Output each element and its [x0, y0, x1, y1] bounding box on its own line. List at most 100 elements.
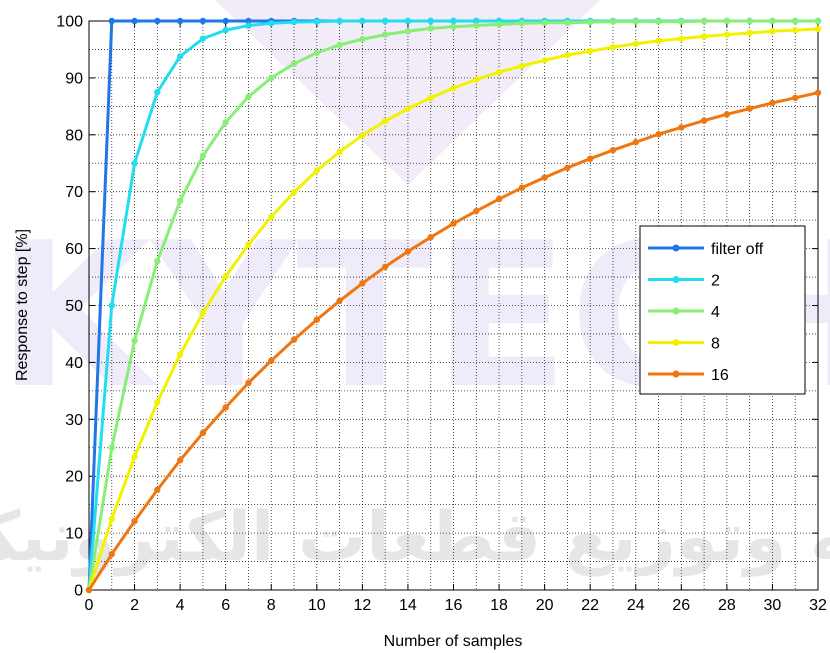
series-point: [199, 17, 207, 25]
series-point: [518, 62, 526, 70]
y-tick-label: 50: [65, 298, 83, 315]
series-point: [450, 17, 457, 25]
series-point: [108, 302, 115, 309]
x-tick-label: 12: [353, 597, 371, 614]
series-point: [245, 93, 252, 100]
series-point: [404, 28, 412, 35]
series-point: [792, 17, 799, 25]
series-point: [381, 17, 389, 25]
series-point: [541, 174, 548, 181]
series-point: [473, 17, 480, 25]
series-point: [746, 105, 753, 112]
y-tick-label: 0: [74, 583, 83, 600]
series-point: [199, 429, 207, 437]
legend-swatch-marker: [672, 307, 680, 315]
series-point: [313, 167, 321, 174]
series-point: [290, 336, 298, 343]
legend-swatch-marker: [672, 276, 680, 283]
series-point: [199, 35, 207, 42]
series-point: [222, 404, 229, 411]
series-point: [450, 23, 457, 30]
series-point: [746, 17, 753, 25]
series-point: [381, 117, 389, 125]
series-point: [723, 17, 731, 25]
series-point: [222, 273, 229, 280]
series-point: [632, 139, 639, 146]
series-point: [154, 257, 161, 265]
x-tick-label: 0: [85, 597, 94, 614]
series-point: [678, 35, 685, 42]
series-point: [564, 19, 571, 26]
series-point: [814, 25, 822, 33]
series-point: [313, 316, 321, 323]
series-point: [586, 47, 594, 55]
series-3: [85, 25, 822, 594]
y-tick-label: 70: [65, 184, 83, 201]
x-tick-label: 4: [176, 597, 185, 614]
series-point: [723, 31, 731, 38]
series-point: [245, 17, 252, 25]
watermark-arabic-text: تهیه وتوزیع قطعات الکترونیک: [0, 498, 830, 577]
series-point: [792, 26, 799, 34]
series-point: [336, 148, 343, 156]
series-point: [700, 117, 708, 124]
series-point: [473, 76, 480, 83]
series-point: [85, 586, 93, 594]
series-point: [678, 124, 685, 131]
series-point: [222, 119, 229, 126]
x-tick-label: 18: [490, 597, 508, 614]
series-point: [176, 197, 184, 204]
series-point: [450, 220, 457, 227]
legend-label: 2: [711, 273, 720, 290]
y-axis-label: Response to step [%]: [14, 229, 31, 381]
x-tick-label: 10: [308, 597, 326, 614]
grid: [89, 21, 818, 590]
x-tick-label: 28: [718, 597, 736, 614]
legend-swatch-marker: [672, 244, 680, 252]
series-point: [108, 17, 115, 25]
series-point: [427, 94, 434, 102]
y-tick-label: 100: [56, 14, 83, 31]
series-point: [131, 337, 138, 344]
series-point: [450, 84, 457, 92]
series-point: [381, 31, 389, 38]
series-point: [268, 20, 275, 27]
series-point: [814, 17, 822, 25]
series-point: [632, 40, 639, 47]
x-tick-label: 8: [267, 597, 276, 614]
series-point: [154, 486, 161, 494]
legend-swatch-marker: [672, 370, 680, 378]
series-point: [381, 263, 389, 271]
series-point: [404, 105, 412, 112]
legend-item: filter off: [648, 241, 764, 258]
y-tick-label: 60: [65, 241, 83, 258]
series-point: [131, 453, 138, 461]
legend-item: 16: [648, 367, 729, 384]
series-point: [495, 69, 503, 76]
legend-item: 4: [648, 304, 720, 321]
series-point: [746, 29, 753, 37]
series-point: [154, 399, 161, 406]
x-tick-label: 30: [764, 597, 782, 614]
series-point: [176, 457, 184, 464]
series-point: [199, 309, 207, 317]
series-point: [655, 37, 662, 45]
series-point: [655, 18, 662, 25]
x-tick-label: 22: [581, 597, 599, 614]
series-point: [359, 17, 366, 25]
y-tick-label: 10: [65, 526, 83, 543]
series-point: [245, 379, 252, 387]
series-point: [176, 53, 184, 60]
series-point: [245, 241, 252, 248]
series-point: [723, 111, 731, 118]
series-point: [609, 43, 617, 51]
series: [85, 17, 822, 594]
series-point: [586, 18, 594, 26]
x-tick-label: 6: [221, 597, 230, 614]
series-point: [609, 146, 617, 154]
series-2: [85, 17, 822, 594]
series-point: [222, 26, 229, 34]
legend-label: 16: [711, 367, 729, 384]
y-tick-label: 80: [65, 127, 83, 144]
series-point: [359, 132, 366, 139]
